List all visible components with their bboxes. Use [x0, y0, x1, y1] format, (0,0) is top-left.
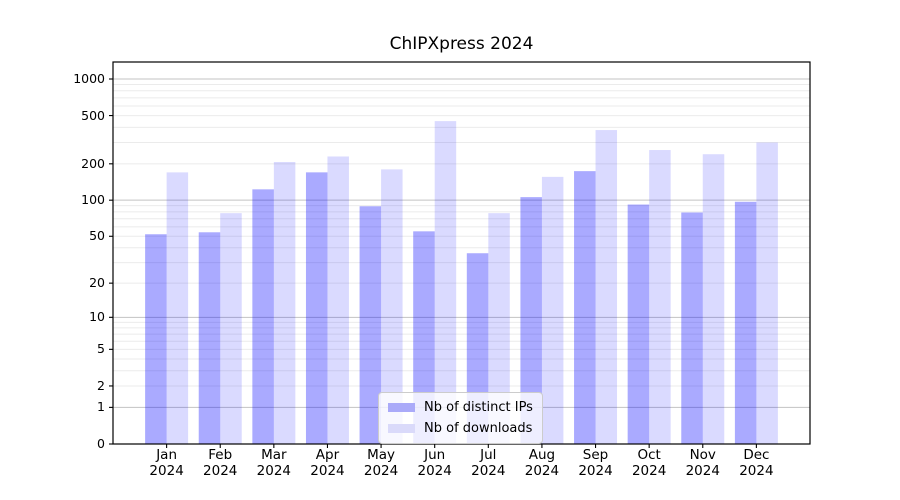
- bar-ips-apr: [305, 172, 328, 445]
- y-tick-label: 200: [81, 155, 105, 171]
- bar-downloads-jan: [166, 172, 189, 445]
- y-tick-label: 500: [81, 107, 105, 123]
- x-tick-label: May 2024: [349, 447, 413, 479]
- bar-ips-feb: [198, 232, 221, 444]
- x-tick-label-month: Mar: [261, 447, 287, 463]
- bar-ips-aug: [520, 197, 542, 444]
- bar-downloads-feb: [220, 213, 242, 444]
- y-tick-label: 0: [97, 436, 105, 451]
- y-tick-label: 1000: [73, 71, 105, 86]
- x-tick-label: Jul 2024: [456, 447, 520, 479]
- x-tick-label: Jan 2024: [135, 447, 199, 479]
- legend-swatch-distinct-ips: [388, 403, 415, 412]
- bar-ips-oct: [627, 204, 650, 444]
- x-tick-label-year: 2024: [524, 462, 560, 479]
- chart-title: ChIPXpress 2024: [389, 34, 534, 54]
- x-tick-label-year: 2024: [631, 462, 667, 479]
- x-tick-label: Jun 2024: [403, 447, 467, 479]
- x-tick-label-year: 2024: [363, 462, 399, 479]
- bar-ips-jun: [413, 231, 435, 444]
- x-tick-label-month: Apr: [315, 447, 340, 463]
- bar-downloads-mar: [273, 162, 296, 444]
- x-tick-label: Aug 2024: [510, 447, 574, 479]
- plot-border: [112, 61, 811, 445]
- bar-downloads-jul: [488, 213, 510, 444]
- x-tick-label-month: Jul: [480, 447, 497, 463]
- bar-downloads-sep: [595, 130, 618, 444]
- bar-ips-mar: [252, 189, 274, 444]
- x-tick-label-year: 2024: [739, 462, 774, 479]
- x-tick-label: Nov 2024: [671, 447, 735, 479]
- bar-ips-sep: [574, 171, 596, 444]
- x-tick-label: Feb 2024: [188, 447, 252, 479]
- x-tick-label-year: 2024: [256, 462, 292, 479]
- bar-downloads-apr: [327, 156, 349, 444]
- y-tick-label: 50: [89, 228, 105, 244]
- legend: Nb of distinct IPs Nb of downloads: [378, 392, 543, 444]
- bar-downloads-aug: [541, 176, 564, 444]
- bar-ips-nov: [681, 212, 703, 444]
- bar-downloads-nov: [702, 154, 725, 444]
- x-tick-label-month: Jun: [424, 447, 446, 463]
- x-tick-label-year: 2024: [310, 462, 345, 479]
- bar-downloads-dec: [756, 142, 778, 444]
- x-tick-label-month: Feb: [208, 447, 233, 463]
- x-tick-label-month: Sep: [582, 447, 609, 463]
- x-tick-label-year: 2024: [417, 462, 452, 479]
- x-tick-label-month: Aug: [528, 447, 556, 463]
- legend-label-downloads: Nb of downloads: [424, 421, 533, 436]
- legend-item-downloads: Nb of downloads: [388, 421, 533, 436]
- y-tick-label: 1: [97, 399, 105, 415]
- legend-swatch-downloads: [388, 424, 415, 433]
- x-tick-label-year: 2024: [471, 462, 506, 479]
- x-tick-label: Mar 2024: [242, 447, 306, 479]
- x-tick-label-month: May: [367, 447, 396, 463]
- x-tick-label-year: 2024: [685, 462, 720, 479]
- y-tick-label: 2: [97, 377, 105, 393]
- y-tick-label: 10: [89, 309, 105, 325]
- x-tick-label-year: 2024: [578, 462, 613, 479]
- legend-item-distinct-ips: Nb of distinct IPs: [388, 400, 533, 415]
- y-tick-label: 5: [97, 341, 105, 357]
- y-tick-label: 100: [81, 192, 105, 208]
- x-tick-label: Sep 2024: [564, 447, 628, 479]
- bar-downloads-jun: [434, 121, 457, 444]
- bar-downloads-may: [381, 169, 403, 444]
- bar-ips-jan: [145, 234, 167, 444]
- x-tick-label-month: Dec: [743, 447, 770, 463]
- legend-label-distinct-ips: Nb of distinct IPs: [424, 400, 533, 415]
- x-tick-label-year: 2024: [203, 462, 238, 479]
- x-tick-label: Apr 2024: [295, 447, 359, 479]
- bar-ips-dec: [734, 201, 757, 444]
- bar-downloads-oct: [649, 150, 671, 444]
- x-tick-label: Oct 2024: [617, 447, 681, 479]
- x-tick-label-month: Jan: [156, 447, 178, 463]
- x-tick-label: Dec 2024: [724, 447, 788, 479]
- x-tick-label-year: 2024: [149, 462, 184, 479]
- x-tick-label-month: Nov: [689, 447, 716, 463]
- bar-ips-may: [359, 206, 382, 444]
- y-tick-label: 20: [89, 275, 105, 291]
- x-tick-label-month: Oct: [637, 447, 661, 463]
